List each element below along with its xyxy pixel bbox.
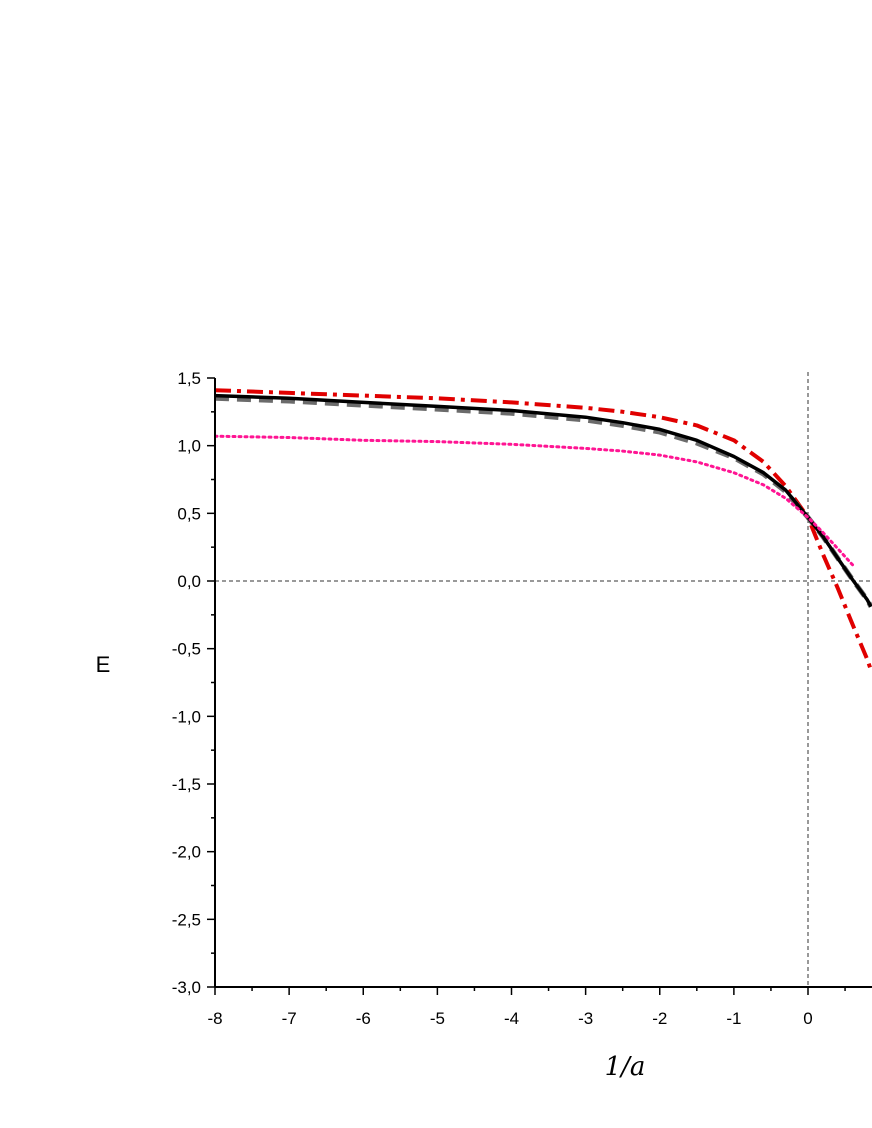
- series-line-solid: [215, 393, 872, 608]
- x-tick-label: 0: [803, 1009, 812, 1028]
- y-tick-label: -0,5: [172, 640, 201, 659]
- y-tick-label: -1,0: [172, 707, 201, 726]
- y-tick-label: 1,5: [177, 369, 201, 388]
- series-group: [215, 388, 872, 671]
- y-tick-label: -3,0: [172, 978, 201, 997]
- x-tick-label: -5: [430, 1009, 445, 1028]
- x-axis-title: 1/a: [605, 1052, 646, 1082]
- tick-labels: 1,5 1,0 0,5 0,0 -0,5 -1,0 -1,5 -2,0 -2,5 -3,0 -8 -7…: [172, 369, 813, 1028]
- x-tick-label: -4: [504, 1009, 519, 1028]
- series-line-dotted: [215, 434, 854, 567]
- y-tick-label: 1,0: [177, 437, 201, 456]
- axes: [207, 377, 872, 995]
- x-tick-label: -2: [652, 1009, 667, 1028]
- series-line-dashed: [215, 395, 872, 608]
- y-tick-label: 0,0: [177, 572, 201, 591]
- reference-lines: [215, 372, 872, 987]
- x-tick-label: -6: [356, 1009, 371, 1028]
- y-tick-label: -1,5: [172, 775, 201, 794]
- x-tick-label: -3: [578, 1009, 593, 1028]
- x-tick-label: -1: [726, 1009, 741, 1028]
- y-axis-title: E: [96, 652, 111, 677]
- x-tick-label: -8: [207, 1009, 222, 1028]
- series-line-dash-dot: [215, 388, 872, 671]
- y-tick-label: -2,0: [172, 843, 201, 862]
- x-tick-label: -7: [282, 1009, 297, 1028]
- y-tick-label: 0,5: [177, 504, 201, 523]
- y-tick-label: -2,5: [172, 910, 201, 929]
